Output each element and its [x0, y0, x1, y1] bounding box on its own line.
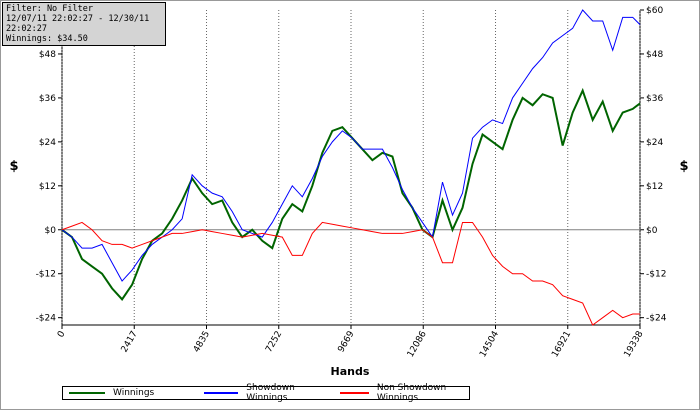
y2-tick-label: -$12	[646, 270, 666, 280]
series-line	[61, 9, 641, 282]
x-axis-label: Hands	[331, 365, 370, 378]
legend: Winnings Showdown Winnings Non Showdown Wi…	[62, 383, 470, 403]
legend-swatch	[339, 392, 369, 394]
y-tick-label: $36	[39, 94, 56, 104]
y2-axis-label: $	[679, 159, 688, 174]
x-tick-label: 0	[56, 329, 68, 339]
y-tick-label: $24	[39, 138, 56, 148]
legend-item: Winnings	[63, 388, 198, 398]
legend-item: Showdown Winnings	[198, 383, 333, 403]
info-line: Winnings: $34.50	[6, 34, 88, 44]
info-line: Filter: No Filter	[6, 4, 93, 14]
y2-tick-label: $60	[646, 6, 663, 16]
series-line	[61, 221, 640, 326]
y-tick-label: $12	[39, 182, 56, 192]
info-box: Filter: No Filter 12/07/11 22:02:27 - 12…	[2, 2, 166, 46]
legend-swatch	[204, 392, 239, 394]
y-tick-label: $48	[39, 50, 56, 60]
info-line: 12/07/11 22:02:27 - 12/30/11 22:02:27	[6, 14, 150, 34]
legend-label: Non Showdown Winnings	[376, 383, 447, 403]
y2-tick-label: $36	[646, 94, 663, 104]
y-tick-label: -$24	[36, 314, 57, 324]
y-axis-label: $	[9, 159, 18, 174]
legend-label: Showdown Winnings	[246, 383, 295, 403]
legend-label: Winnings	[113, 388, 155, 398]
y2-tick-label: -$24	[646, 314, 667, 324]
y2-tick-label: $48	[646, 50, 663, 60]
y2-tick-label: $0	[646, 226, 658, 236]
y2-tick-label: $24	[646, 138, 663, 148]
legend-item: Non Showdown Winnings	[334, 383, 469, 403]
y-tick-label: $0	[45, 226, 57, 236]
y-tick-label: -$12	[36, 270, 56, 280]
y2-tick-label: $12	[646, 182, 663, 192]
legend-swatch	[69, 392, 105, 394]
